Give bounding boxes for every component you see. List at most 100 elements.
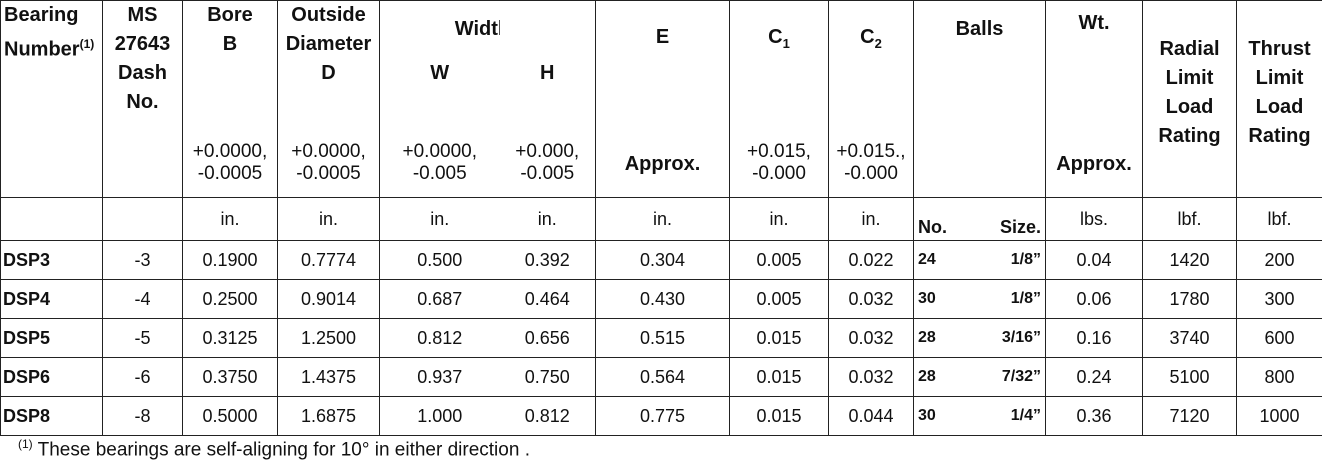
cell-e: 0.304 — [595, 240, 730, 280]
bore-tolerance: +0.0000, -0.0005 — [192, 141, 268, 184]
cell-bore: 0.5000 — [182, 396, 278, 436]
w-tolerance: +0.0000, -0.005 — [402, 141, 478, 184]
cell-c1: 0.005 — [729, 240, 829, 280]
cell-balls-size: 3/16” — [983, 318, 1046, 358]
cell-c2: 0.032 — [828, 318, 914, 358]
unit-c2: in. — [828, 197, 914, 241]
cell-od: 1.4375 — [277, 357, 380, 397]
cell-balls-no: 30 — [913, 279, 984, 319]
cell-dash: -8 — [102, 396, 183, 436]
cell-weight: 0.24 — [1045, 357, 1143, 397]
cell-dash: -4 — [102, 279, 183, 319]
table-row: DSP3 -3 0.1900 0.7774 0.500 0.392 0.304 … — [0, 240, 1322, 280]
cell-bore: 0.3750 — [182, 357, 278, 397]
header-width-h: H +0.000, -0.005 — [499, 0, 596, 198]
cell-h: 0.750 — [499, 357, 596, 397]
cell-weight: 0.04 — [1045, 240, 1143, 280]
cell-balls-size: 1/8” — [983, 240, 1046, 280]
cell-od: 1.2500 — [277, 318, 380, 358]
cell-bearing: DSP5 — [0, 318, 103, 358]
cell-h: 0.656 — [499, 318, 596, 358]
cell-balls-no: 30 — [913, 396, 984, 436]
unit-w: in. — [379, 197, 500, 241]
cell-od: 1.6875 — [277, 396, 380, 436]
unit-balls-size: Size. — [983, 197, 1046, 241]
cell-balls-no: 28 — [913, 357, 984, 397]
cell-bore: 0.3125 — [182, 318, 278, 358]
cell-thrust: 200 — [1236, 240, 1322, 280]
cell-c2: 0.044 — [828, 396, 914, 436]
cell-dash: -5 — [102, 318, 183, 358]
cell-w: 1.000 — [379, 396, 500, 436]
table-row: DSP4 -4 0.2500 0.9014 0.687 0.464 0.430 … — [0, 279, 1322, 319]
cell-bearing: DSP4 — [0, 279, 103, 319]
header-bearing-number: Bearing Number(1) — [0, 0, 103, 198]
cell-thrust: 800 — [1236, 357, 1322, 397]
cell-radial: 1780 — [1142, 279, 1237, 319]
unit-c1: in. — [729, 197, 829, 241]
footnote-mark: (1) — [18, 437, 33, 451]
cell-h: 0.812 — [499, 396, 596, 436]
unit-radial: lbf. — [1142, 197, 1237, 241]
footnote-text: These bearings are self-aligning for 10°… — [32, 439, 530, 461]
header-radial-rating: Radial Limit Load Rating — [1142, 0, 1237, 198]
header-thrust-rating: Thrust Limit Load Rating — [1236, 0, 1322, 198]
cell-weight: 0.06 — [1045, 279, 1143, 319]
cell-balls-no: 24 — [913, 240, 984, 280]
header-c2: C2 +0.015., -0.000 — [828, 0, 914, 198]
header-balls: Balls — [913, 0, 1046, 198]
cell-bearing: DSP6 — [0, 357, 103, 397]
table-row: DSP5 -5 0.3125 1.2500 0.812 0.656 0.515 … — [0, 318, 1322, 358]
header-bore: Bore B +0.0000, -0.0005 — [182, 0, 278, 198]
bearing-spec-table: Bearing Number(1) MS 27643 Dash No. Bore… — [0, 0, 1322, 436]
cell-radial: 3740 — [1142, 318, 1237, 358]
cell-thrust: 300 — [1236, 279, 1322, 319]
cell-w: 0.812 — [379, 318, 500, 358]
header-outside-diameter: Outside Diameter D +0.0000, -0.0005 — [277, 0, 380, 198]
cell-w: 0.687 — [379, 279, 500, 319]
cell-bearing: DSP8 — [0, 396, 103, 436]
cell-dash: -3 — [102, 240, 183, 280]
unit-bore: in. — [182, 197, 278, 241]
h-tolerance: +0.000, -0.005 — [515, 141, 580, 184]
cell-c1: 0.015 — [729, 318, 829, 358]
cell-balls-size: 1/8” — [983, 279, 1046, 319]
cell-h: 0.392 — [499, 240, 596, 280]
cell-od: 0.9014 — [277, 279, 380, 319]
cell-e: 0.430 — [595, 279, 730, 319]
header-weight: Wt. Approx. — [1045, 0, 1143, 198]
table-row: DSP8 -8 0.5000 1.6875 1.000 0.812 0.775 … — [0, 396, 1322, 436]
cell-bearing: DSP3 — [0, 240, 103, 280]
cell-balls-no: 28 — [913, 318, 984, 358]
table-row: DSP6 -6 0.3750 1.4375 0.937 0.750 0.564 … — [0, 357, 1322, 397]
cell-e: 0.775 — [595, 396, 730, 436]
unit-e: in. — [595, 197, 730, 241]
c1-tolerance: +0.015, -0.000 — [747, 141, 811, 184]
header-row: Bearing Number(1) MS 27643 Dash No. Bore… — [0, 0, 1322, 198]
units-row: in. in. in. in. in. in. in. No. Size. lb… — [0, 197, 1322, 241]
cell-dash: -6 — [102, 357, 183, 397]
cell-balls-size: 1/4” — [983, 396, 1046, 436]
cell-thrust: 600 — [1236, 318, 1322, 358]
cell-radial: 5100 — [1142, 357, 1237, 397]
cell-bore: 0.2500 — [182, 279, 278, 319]
cell-w: 0.500 — [379, 240, 500, 280]
cell-e: 0.515 — [595, 318, 730, 358]
cell-bore: 0.1900 — [182, 240, 278, 280]
cell-od: 0.7774 — [277, 240, 380, 280]
unit-weight: lbs. — [1045, 197, 1143, 241]
cell-h: 0.464 — [499, 279, 596, 319]
c2-tolerance: +0.015., -0.000 — [836, 141, 906, 184]
unit-thrust: lbf. — [1236, 197, 1322, 241]
header-c1: C1 +0.015, -0.000 — [729, 0, 829, 198]
cell-radial: 7120 — [1142, 396, 1237, 436]
header-ms-dash: MS 27643 Dash No. — [102, 0, 183, 198]
header-width-w: Widths W +0.0000,-0.005 — [379, 0, 500, 198]
unit-h: in. — [499, 197, 596, 241]
cell-c1: 0.015 — [729, 357, 829, 397]
cell-weight: 0.36 — [1045, 396, 1143, 436]
cell-radial: 1420 — [1142, 240, 1237, 280]
unit-balls-no: No. — [913, 197, 984, 241]
cell-c2: 0.022 — [828, 240, 914, 280]
cell-weight: 0.16 — [1045, 318, 1143, 358]
